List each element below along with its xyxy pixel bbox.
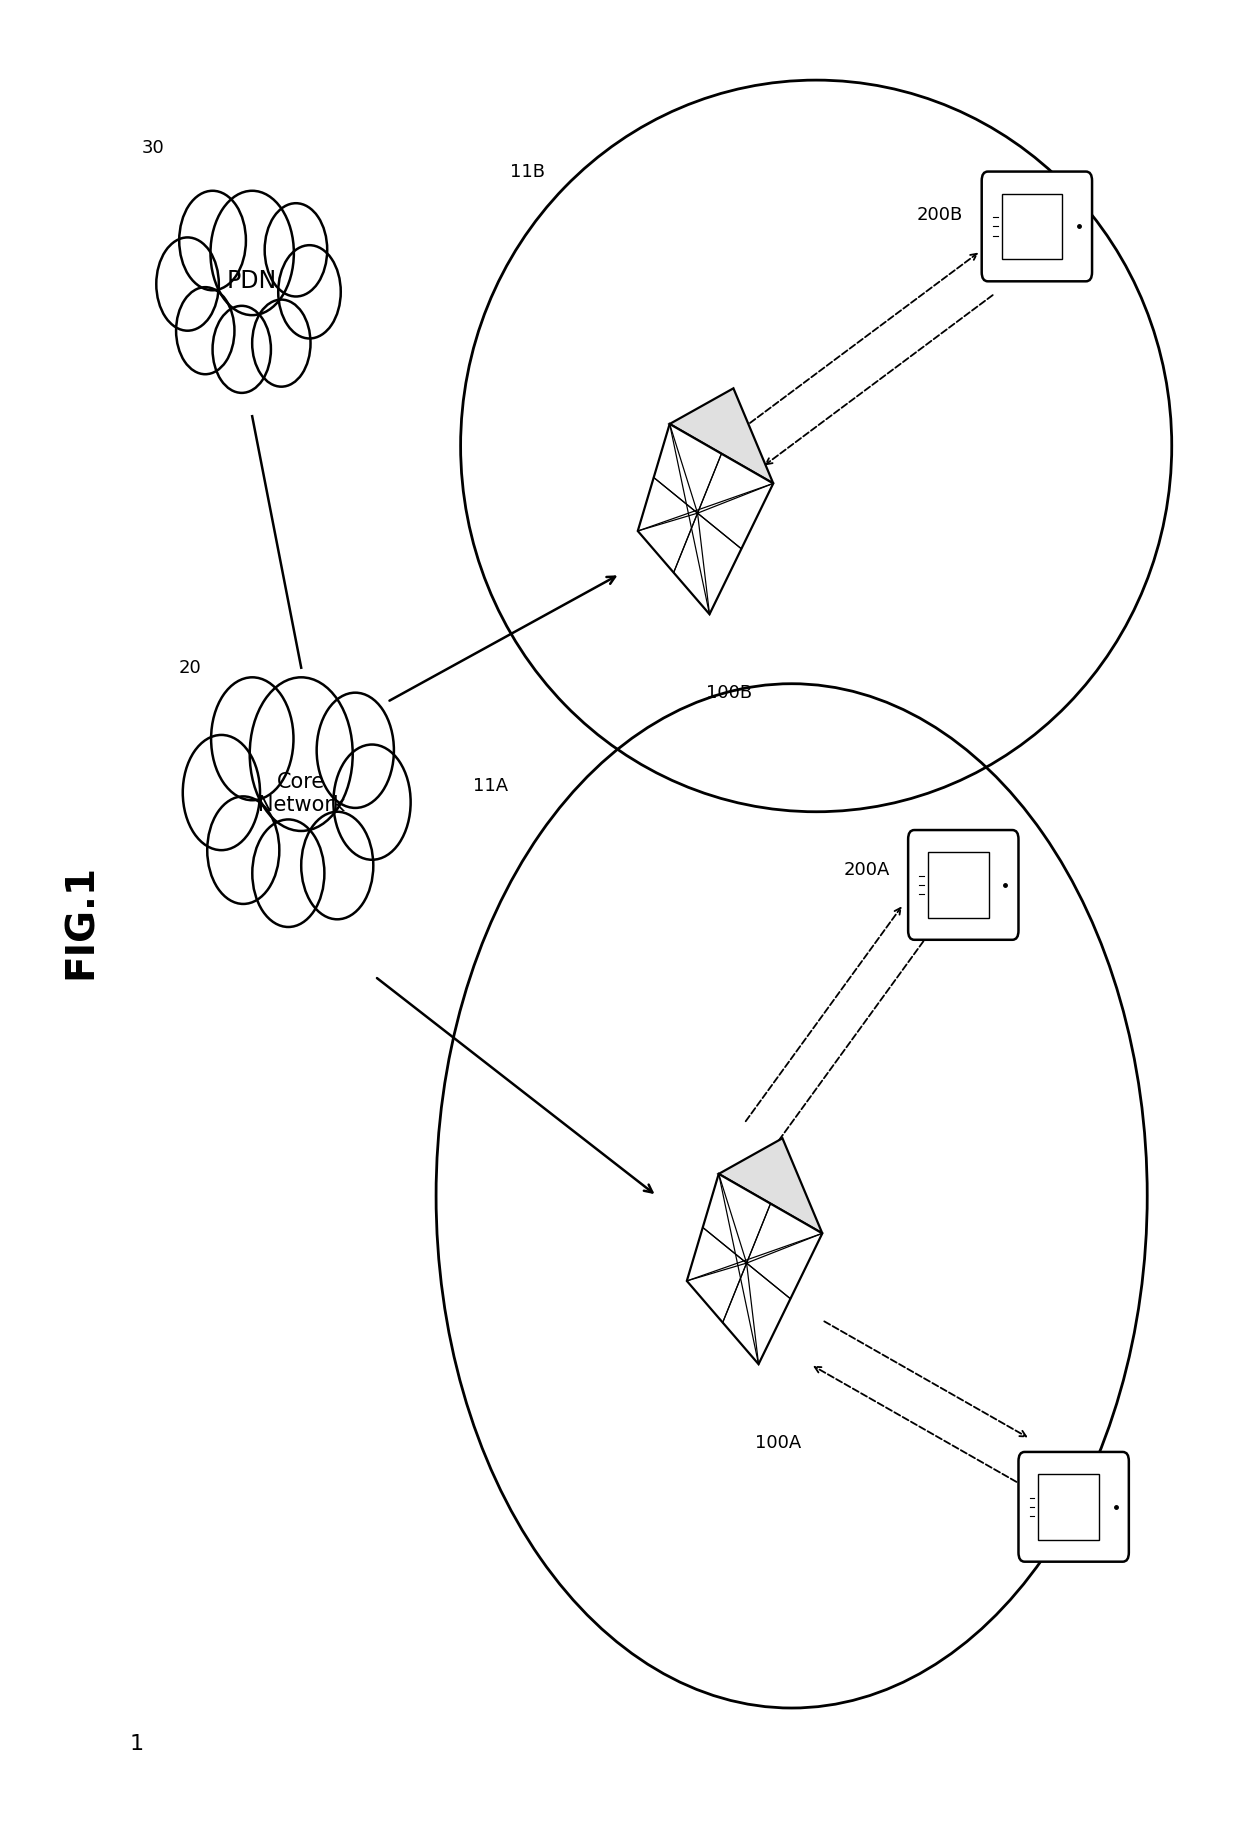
FancyBboxPatch shape bbox=[1018, 1452, 1128, 1561]
Circle shape bbox=[252, 300, 310, 387]
Text: PDN: PDN bbox=[227, 269, 278, 293]
FancyBboxPatch shape bbox=[217, 802, 384, 879]
Circle shape bbox=[301, 811, 373, 920]
Circle shape bbox=[156, 238, 218, 330]
Bar bbox=[1002, 194, 1063, 260]
FancyBboxPatch shape bbox=[185, 291, 320, 354]
Circle shape bbox=[176, 288, 234, 374]
Text: 30: 30 bbox=[141, 138, 165, 157]
Text: 11A: 11A bbox=[472, 778, 508, 794]
Text: 20: 20 bbox=[179, 660, 201, 678]
Circle shape bbox=[334, 745, 410, 861]
FancyBboxPatch shape bbox=[908, 829, 1018, 940]
Circle shape bbox=[211, 192, 294, 315]
Circle shape bbox=[249, 678, 352, 831]
Polygon shape bbox=[687, 1174, 822, 1364]
Circle shape bbox=[180, 192, 246, 291]
Bar bbox=[1038, 1474, 1099, 1539]
Text: 11B: 11B bbox=[510, 162, 544, 181]
Polygon shape bbox=[719, 1139, 822, 1233]
Circle shape bbox=[316, 693, 394, 807]
Circle shape bbox=[252, 820, 325, 927]
Polygon shape bbox=[670, 389, 774, 483]
Text: 100B: 100B bbox=[706, 684, 751, 702]
Circle shape bbox=[278, 245, 341, 339]
Circle shape bbox=[182, 735, 260, 850]
FancyBboxPatch shape bbox=[982, 171, 1092, 282]
Bar bbox=[928, 851, 988, 918]
Circle shape bbox=[212, 306, 270, 393]
Circle shape bbox=[211, 678, 294, 800]
Circle shape bbox=[264, 203, 327, 297]
Text: 100A: 100A bbox=[755, 1434, 801, 1452]
Text: 200A: 200A bbox=[843, 861, 890, 879]
Text: Core
Network: Core Network bbox=[258, 772, 345, 815]
Text: 200B: 200B bbox=[918, 206, 963, 225]
Polygon shape bbox=[637, 424, 774, 614]
Text: 1: 1 bbox=[129, 1734, 144, 1755]
Text: FIG.1: FIG.1 bbox=[62, 864, 99, 979]
Circle shape bbox=[207, 796, 279, 903]
